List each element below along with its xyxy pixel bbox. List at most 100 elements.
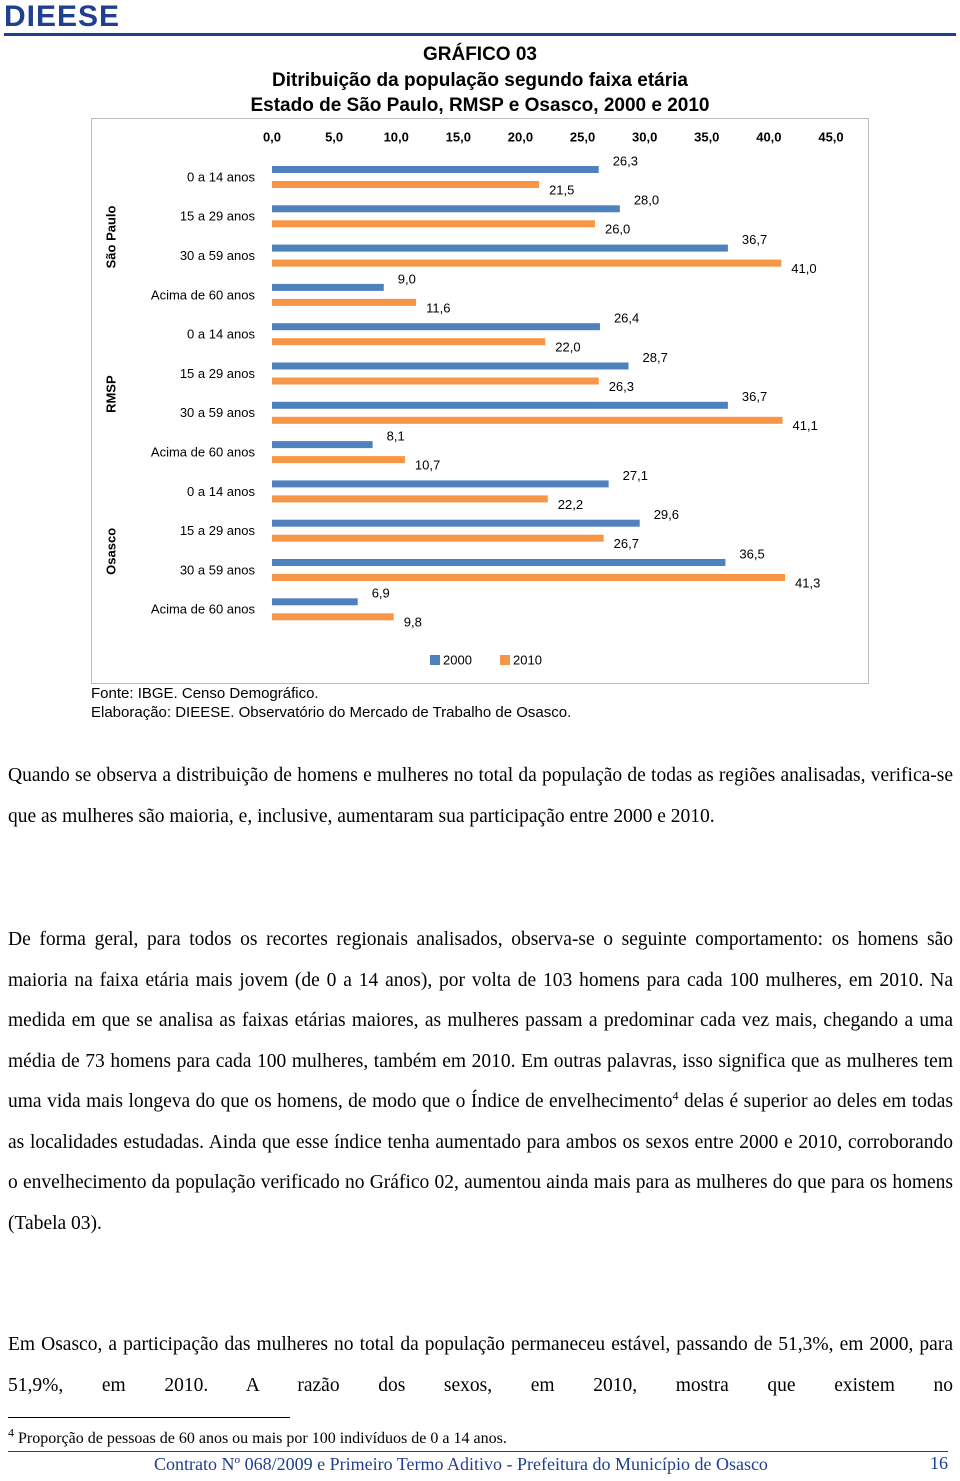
legend-label: 2000 <box>443 652 472 667</box>
x-tick-label: 20,0 <box>508 129 533 144</box>
value-label: 6,9 <box>372 586 390 601</box>
value-label: 22,0 <box>555 340 580 355</box>
paragraph: Quando se observa a distribuição de home… <box>8 756 953 837</box>
value-label: 26,0 <box>605 222 630 237</box>
value-label: 22,2 <box>558 497 583 512</box>
value-label: 21,5 <box>549 182 574 197</box>
chart-title: GRÁFICO 03 <box>422 44 538 65</box>
bar <box>272 205 620 213</box>
bar <box>272 559 726 566</box>
bar <box>272 416 783 424</box>
chart-frame <box>91 118 869 684</box>
chart-title: Ditribuição da população segundo faixa e… <box>272 70 688 91</box>
x-tick-label: 40,0 <box>756 129 781 144</box>
bar <box>272 298 417 306</box>
legend-swatch <box>430 655 440 665</box>
bar <box>272 323 600 331</box>
y-tick-label: Acima de 60 anos <box>151 445 256 460</box>
bar <box>272 166 599 173</box>
bar <box>272 401 728 409</box>
footnote-mark: 4 <box>8 1425 14 1440</box>
bar <box>272 456 405 464</box>
x-tick-label: 10,0 <box>384 129 409 144</box>
bar <box>272 613 394 621</box>
x-tick-label: 30,0 <box>632 129 657 144</box>
value-label: 36,5 <box>739 546 764 561</box>
y-tick-label: 30 a 59 anos <box>180 405 256 420</box>
x-tick-label: 25,0 <box>570 129 595 144</box>
y-tick-label: 15 a 29 anos <box>180 523 256 538</box>
footnote-rule <box>8 1417 290 1418</box>
value-label: 41,3 <box>795 575 820 590</box>
value-label: 8,1 <box>387 429 405 444</box>
y-tick-label: 30 a 59 anos <box>180 562 256 577</box>
bar <box>272 220 595 228</box>
logo: DIEESE <box>4 0 121 33</box>
value-label: 26,3 <box>613 153 638 168</box>
y-tick-label: Acima de 60 anos <box>151 287 256 302</box>
bar <box>272 338 546 346</box>
value-label: 11,6 <box>426 300 450 315</box>
bar <box>272 441 373 449</box>
legend-swatch <box>500 655 510 665</box>
footnote-ref: 4 <box>672 1088 679 1103</box>
bar <box>272 495 548 503</box>
text: De forma geral, para todos os recortes r… <box>8 929 953 1112</box>
footnote-text: Proporção de pessoas de 60 anos ou mais … <box>14 1430 507 1447</box>
value-label: 29,6 <box>654 507 679 522</box>
page-number: 16 <box>930 1453 948 1473</box>
bar <box>272 362 629 370</box>
footer-rule <box>8 1451 948 1452</box>
y-tick-label: 0 a 14 anos <box>187 327 255 342</box>
value-label: 28,0 <box>634 193 659 208</box>
x-tick-label: 5,0 <box>325 129 343 144</box>
text: Em Osasco, a participação das mulheres n… <box>8 1334 953 1396</box>
bar <box>272 283 384 291</box>
x-tick-label: 35,0 <box>694 129 719 144</box>
bar <box>272 598 358 606</box>
y-tick-label: 30 a 59 anos <box>180 248 256 263</box>
value-label: 41,1 <box>793 418 818 433</box>
bar <box>272 181 540 188</box>
value-label: 36,7 <box>742 389 767 404</box>
bar <box>272 574 786 581</box>
value-label: 26,4 <box>614 311 639 326</box>
x-tick-label: 0,0 <box>263 129 281 144</box>
y-tick-label: 15 a 29 anos <box>180 366 256 381</box>
value-label: 36,7 <box>742 232 767 247</box>
group-label: RMSP <box>103 375 118 413</box>
x-tick-label: 45,0 <box>818 129 843 144</box>
bar <box>272 259 782 267</box>
bar <box>272 377 599 385</box>
value-label: 9,0 <box>398 271 416 286</box>
footnote: 4 Proporção de pessoas de 60 anos ou mai… <box>8 1427 507 1448</box>
x-tick-label: 15,0 <box>446 129 471 144</box>
value-label: 41,0 <box>791 261 816 276</box>
value-label: 27,1 <box>623 468 648 483</box>
header-rule <box>4 33 956 36</box>
paragraph: Em Osasco, a participação das mulheres n… <box>8 1325 953 1406</box>
value-label: 26,3 <box>609 379 634 394</box>
chart: 0,0 5,0 10,0 15,0 20,0 25,0 30,0 35,0 40,0 45,0 Sã… <box>91 118 869 684</box>
bar <box>272 519 640 527</box>
chart-title: Estado de São Paulo, RMSP e Osasco, 2000… <box>250 95 710 116</box>
text: delas é superior ao deles em todas as lo… <box>8 1091 953 1234</box>
value-label: 10,7 <box>415 458 440 473</box>
y-tick-label: Acima de 60 anos <box>151 602 256 617</box>
y-tick-label: 0 a 14 anos <box>187 484 255 499</box>
legend-label: 2010 <box>513 652 542 667</box>
bar <box>272 534 604 542</box>
footer-text: Contrato Nº 068/2009 e Primeiro Termo Ad… <box>154 1454 768 1474</box>
paragraph: De forma geral, para todos os recortes r… <box>8 920 953 1244</box>
source: Fonte: IBGE. Censo Demográfico. <box>91 685 319 702</box>
bar <box>272 244 728 252</box>
y-tick-label: 0 a 14 anos <box>187 169 255 184</box>
source: Elaboração: DIEESE. Observatório do Merc… <box>91 704 572 721</box>
group-label: Osasco <box>103 528 118 575</box>
value-label: 28,7 <box>643 350 668 365</box>
group-label: São Paulo <box>103 205 118 268</box>
bar <box>272 480 609 488</box>
value-label: 9,8 <box>404 615 422 630</box>
y-tick-label: 15 a 29 anos <box>180 209 256 224</box>
